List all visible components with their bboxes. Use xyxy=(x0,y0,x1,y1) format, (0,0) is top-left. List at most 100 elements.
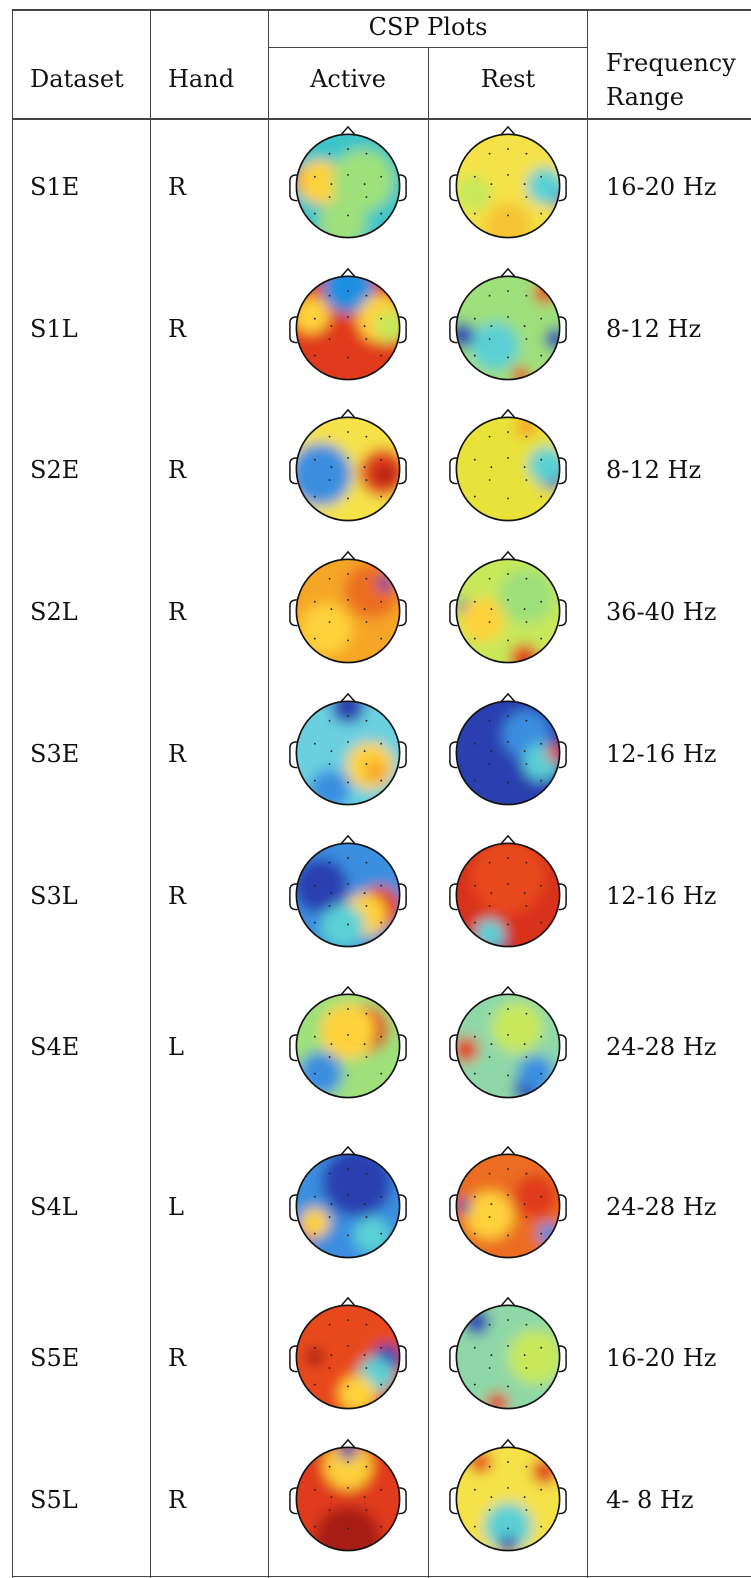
right-ear-outline xyxy=(398,599,407,627)
electrode-dot xyxy=(525,479,528,481)
electrode-dot xyxy=(330,1496,333,1498)
rest xyxy=(449,692,567,806)
nose-outline xyxy=(500,834,516,845)
csp-rest-topomap xyxy=(449,828,567,960)
vrule-hand-active xyxy=(268,9,269,1578)
head-outline xyxy=(455,133,561,239)
electrode-dot xyxy=(507,740,509,743)
electrode-dot xyxy=(490,892,493,894)
nose-outline xyxy=(340,408,356,419)
right-ear-outline xyxy=(558,883,567,911)
electrode-dot xyxy=(313,175,316,178)
topomap-region xyxy=(513,1174,558,1219)
right-ear-outline xyxy=(398,457,407,485)
nose-outline xyxy=(500,267,516,278)
left-ear-outline xyxy=(449,1034,458,1062)
electrode-dot xyxy=(363,466,366,468)
electrode-dot xyxy=(380,600,383,603)
electrode-dot xyxy=(540,1072,543,1075)
head-outline xyxy=(455,558,561,664)
nose-outline xyxy=(500,125,516,136)
electrode-dot xyxy=(313,1035,316,1038)
electrode-dot xyxy=(507,1319,509,1321)
topomap-region xyxy=(511,366,531,380)
topomap-region xyxy=(320,1003,376,1059)
electrode-dot xyxy=(330,892,333,894)
topomap-region xyxy=(484,202,532,238)
electrode-dot xyxy=(507,1074,509,1077)
electrode-dot xyxy=(347,431,349,433)
electrode-dot xyxy=(365,577,368,580)
rest xyxy=(449,408,567,522)
head-outline xyxy=(295,416,401,522)
topomap-region xyxy=(318,198,367,238)
electrode-dot xyxy=(488,861,491,864)
csp-active-topomap xyxy=(289,544,407,676)
electrode-dot xyxy=(525,294,528,297)
electrode-dot xyxy=(473,1525,476,1528)
csp-rest-topomap xyxy=(449,119,567,251)
cell-frequency-range: 24-28 Hz xyxy=(606,1193,717,1221)
cell-frequency-range: 8-12 Hz xyxy=(606,456,702,484)
topomap-region xyxy=(324,1447,372,1490)
topomap-region xyxy=(517,1055,555,1093)
nose-outline xyxy=(340,692,356,703)
right-ear-outline xyxy=(558,316,567,344)
csp-active-topomap xyxy=(289,1432,407,1564)
electrode-dot xyxy=(380,779,383,782)
electrode-dot xyxy=(313,742,316,745)
csp-rest-topomap xyxy=(449,402,567,534)
right-ear-outline xyxy=(398,1034,407,1062)
head-outline xyxy=(295,1304,401,1410)
electrode-dot xyxy=(507,923,509,926)
electrode-dot xyxy=(473,317,476,320)
electrode-dot xyxy=(347,1168,349,1170)
electrode-dot xyxy=(347,456,349,459)
electrode-dot xyxy=(328,338,331,340)
csp-active-topomap xyxy=(289,261,407,393)
electrode-dot xyxy=(488,577,491,580)
electrode-dot xyxy=(507,1527,509,1530)
electrode-dot xyxy=(363,1496,366,1498)
electrode-dot xyxy=(540,1525,543,1528)
electrode-dot xyxy=(365,1012,368,1015)
electrode-dot xyxy=(365,294,368,297)
rest xyxy=(449,1296,567,1410)
electrode-dot xyxy=(328,1509,331,1511)
electrode-dot xyxy=(328,861,331,864)
electrode-dot xyxy=(488,763,491,765)
nose-outline xyxy=(340,1296,356,1307)
right-ear-outline xyxy=(398,883,407,911)
electrode-dot xyxy=(330,325,333,327)
electrode-dot xyxy=(365,905,368,907)
electrode-dot xyxy=(525,1216,528,1218)
electrode-dot xyxy=(507,573,509,575)
table-top-rule xyxy=(12,9,751,11)
rest xyxy=(449,985,567,1099)
header-frequency-line1: Frequency xyxy=(606,49,736,77)
electrode-dot xyxy=(507,1033,509,1036)
active xyxy=(289,1296,407,1410)
csp-active-topomap xyxy=(289,119,407,251)
left-ear-outline xyxy=(289,599,298,627)
electrode-dot xyxy=(488,338,491,340)
electrode-dot xyxy=(380,354,383,357)
topomap-region xyxy=(471,322,520,371)
head-outline xyxy=(295,842,401,948)
head-outline xyxy=(295,1446,401,1552)
cell-hand: R xyxy=(168,1486,187,1514)
nose-outline xyxy=(340,1145,356,1156)
electrode-dot xyxy=(347,173,349,176)
nose-outline xyxy=(500,1145,516,1156)
cell-dataset: S4E xyxy=(30,1033,80,1061)
electrode-dot xyxy=(507,1344,509,1347)
csp-group-rule xyxy=(268,47,587,48)
electrode-dot xyxy=(488,196,491,198)
electrode-dot xyxy=(380,175,383,178)
topomap-region xyxy=(322,276,374,314)
electrode-dot xyxy=(540,779,543,782)
left-ear-outline xyxy=(449,174,458,202)
topomap-region xyxy=(338,1375,376,1409)
csp-active-topomap xyxy=(289,402,407,534)
rest xyxy=(449,125,567,239)
